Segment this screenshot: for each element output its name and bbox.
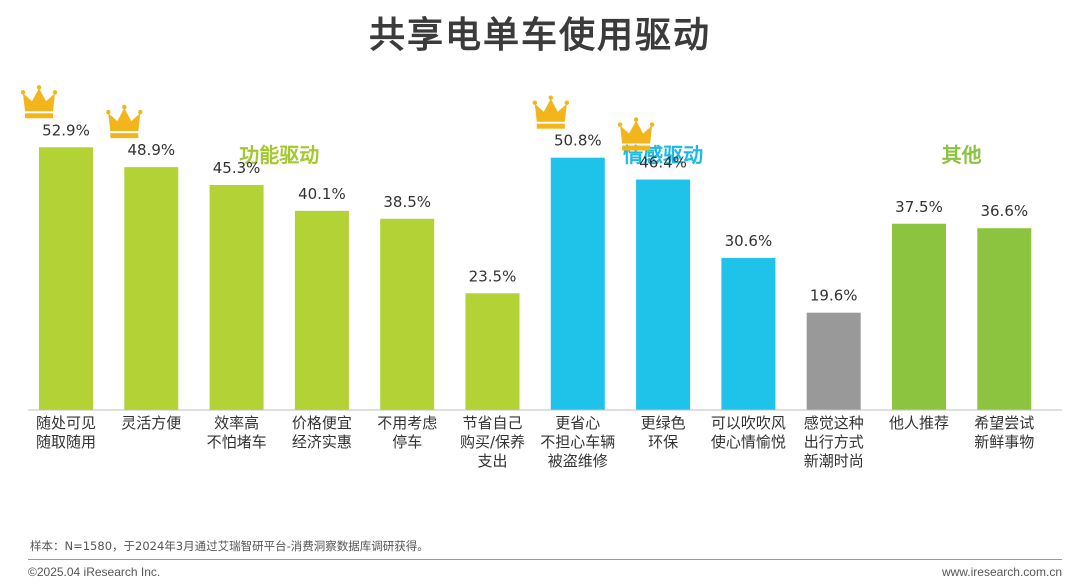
value-label: 30.6% — [725, 232, 773, 250]
chart-title: 共享电单车使用驱动 — [368, 15, 711, 56]
crown-icon — [532, 95, 569, 129]
bar — [294, 210, 349, 410]
bar — [977, 228, 1032, 410]
bar — [39, 147, 93, 410]
value-label: 38.5% — [383, 193, 431, 211]
group-labels: 功能驱动 情感驱动 其他 — [239, 143, 981, 167]
value-label: 40.1% — [298, 185, 346, 203]
value-label: 52.9% — [42, 121, 90, 139]
bar — [636, 179, 691, 410]
value-labels: 52.9% 48.9% 45.3% 40.1% 38.5% 23.5% 50.8% 46.4%… — [42, 121, 1028, 304]
bar — [380, 218, 435, 410]
bars — [39, 147, 1032, 410]
category-label: 灵活方便 — [121, 414, 181, 432]
value-label: 45.3% — [213, 159, 261, 177]
crown-icon — [617, 117, 655, 151]
bar — [721, 258, 776, 410]
category-labels: 随处可见随取随用 灵活方便 效率高不怕堵车价格便宜经济实惠不用考虑停车节省自己购买/… — [36, 414, 1034, 470]
bar — [550, 157, 605, 410]
website-link[interactable]: www.iresearch.com.cn — [941, 565, 1062, 579]
bar — [892, 223, 946, 410]
category-label: 随处可见随取随用 — [36, 414, 96, 451]
copyright: ©2025.04 iResearch Inc. — [28, 565, 161, 579]
category-label: 可以吹吹风使心情愉悦 — [711, 414, 786, 451]
value-label: 37.5% — [895, 198, 943, 216]
group-label: 其他 — [942, 143, 982, 167]
bar — [806, 312, 861, 410]
bar-chart: 功能驱动 情感驱动 其他 52.9% 48.9% 45.3% 40.1% 38.5% 23.5… — [20, 85, 1062, 470]
category-label: 节省自己购买/保养支出 — [460, 414, 525, 470]
crown-icon — [106, 104, 143, 139]
value-label: 36.6% — [980, 202, 1028, 220]
sample-note: 样本：N=1580，于2024年3月通过艾瑞智研平台-消费洞察数据库调研获得。 — [30, 539, 429, 553]
category-label: 他人推荐 — [889, 414, 949, 432]
bar — [124, 167, 179, 410]
category-label: 不用考虑停车 — [377, 414, 437, 451]
value-label: 48.9% — [127, 141, 175, 159]
crowns — [20, 85, 655, 151]
value-label: 19.6% — [810, 287, 858, 305]
footer-divider — [28, 559, 1062, 560]
value-label: 46.4% — [639, 154, 687, 172]
category-label: 效率高不怕堵车 — [207, 414, 267, 451]
bar — [209, 185, 264, 410]
category-label: 更省心不担心车辆被盗维修 — [540, 414, 615, 470]
value-label: 23.5% — [469, 267, 517, 285]
category-label: 更绿色环保 — [641, 414, 686, 451]
value-label: 50.8% — [554, 132, 602, 150]
category-label: 价格便宜经济实惠 — [292, 414, 352, 451]
group-label: 功能驱动 — [239, 143, 319, 167]
category-label: 希望尝试新鲜事物 — [974, 414, 1034, 451]
category-label: 感觉这种出行方式新潮时尚 — [804, 414, 864, 470]
bar — [465, 293, 520, 410]
crown-icon — [20, 85, 58, 119]
